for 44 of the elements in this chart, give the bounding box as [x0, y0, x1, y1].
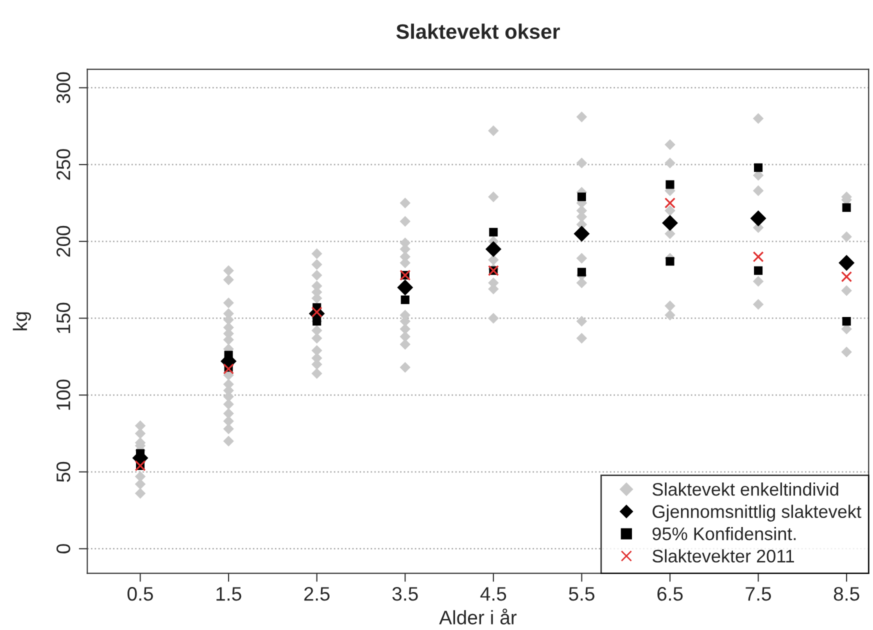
point: [223, 363, 234, 374]
point: [754, 266, 763, 275]
point: [485, 241, 502, 258]
x-axis-title: Alder i år: [439, 608, 517, 624]
point: [574, 226, 590, 242]
x-tick-label: 7.5: [746, 587, 771, 601]
x-tick-label: 0.5: [128, 587, 153, 601]
point: [662, 214, 678, 231]
point: [400, 296, 410, 304]
point: [577, 192, 586, 202]
y-tick-label: 0: [56, 544, 70, 554]
point: [842, 203, 851, 212]
legend-label: Slaktevekt enkeltindivid: [652, 482, 838, 496]
point: [666, 180, 674, 189]
point: [842, 317, 851, 326]
y-tick-label: 50: [56, 462, 70, 482]
y-tick-label: 300: [56, 72, 70, 104]
x-tick-label: 8.5: [834, 587, 860, 601]
legend-label: Slaktevekter 2011: [652, 549, 794, 563]
x-tick-label: 2.5: [304, 587, 330, 601]
point: [750, 210, 766, 226]
legend-label: 95% Konfidensint.: [652, 527, 796, 540]
point: [838, 254, 855, 271]
x-tick-label: 5.5: [568, 587, 594, 601]
y-tick-label: 250: [56, 149, 70, 180]
x-tick-label: 6.5: [657, 587, 683, 601]
point: [666, 257, 674, 266]
point: [754, 163, 763, 172]
point: [397, 280, 414, 296]
point: [664, 197, 676, 208]
x-tick-label: 4.5: [480, 587, 506, 601]
x-tick-label: 1.5: [216, 587, 242, 601]
y-tick-label: 100: [56, 380, 70, 410]
point: [752, 251, 764, 262]
point: [841, 271, 852, 282]
point: [311, 306, 322, 318]
legend-label: Gjennomsnittlig slaktevekt: [652, 504, 862, 522]
y-tick-label: 200: [56, 226, 70, 257]
x-tick-label: 3.5: [392, 587, 418, 601]
y-tick-label: 150: [56, 302, 70, 333]
y-axis-title: kg: [12, 312, 31, 330]
point: [489, 228, 498, 236]
chart-title: Slaktevekt okser: [396, 24, 560, 39]
point: [577, 268, 586, 276]
